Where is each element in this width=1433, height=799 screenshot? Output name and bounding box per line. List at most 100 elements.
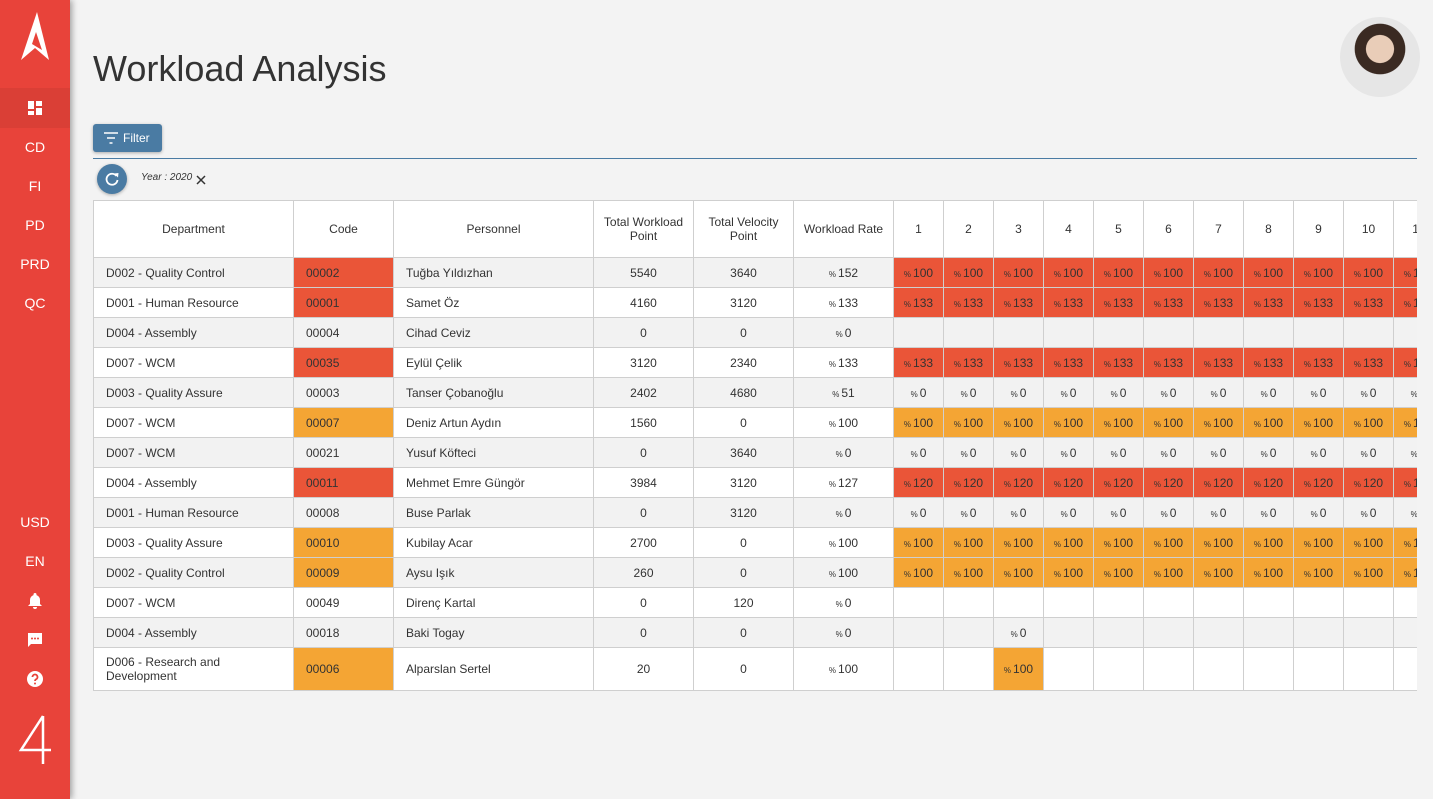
percent-sign: % [1253, 299, 1262, 309]
nav-item[interactable]: FI [28, 178, 42, 194]
column-header: Code [293, 200, 394, 258]
week-cell: %133 [1143, 287, 1194, 318]
week-cell: %0 [1393, 497, 1417, 528]
week-cell: %100 [1243, 257, 1294, 288]
percent-sign: % [1103, 569, 1112, 579]
percent-sign: % [1053, 359, 1062, 369]
table-row: D007 - WCM 00035 Eylül Çelik 3120 2340% 133% 1… [93, 347, 1417, 378]
percent-sign: % [1160, 449, 1168, 459]
week-value: 0 [1169, 445, 1177, 460]
week-value: 100 [1013, 565, 1034, 580]
week-value: 0 [1319, 505, 1327, 520]
week-value: 100 [1263, 535, 1284, 550]
rate-cell: % 0 [793, 617, 894, 648]
week-value: 0 [1219, 505, 1227, 520]
personnel-cell: Tuğba Yıldızhan [393, 257, 594, 288]
rate-value: 0 [844, 505, 852, 520]
week-value: 0 [1219, 445, 1227, 460]
week-value: 133 [1363, 355, 1384, 370]
week-cell [1093, 647, 1144, 691]
user-avatar[interactable] [1340, 17, 1420, 97]
percent-sign: % [1303, 359, 1312, 369]
percent-sign: % [828, 539, 837, 549]
percent-sign: % [953, 479, 962, 489]
table-row: D004 - Assembly 00011 Mehmet Emre Güngör 39… [93, 467, 1417, 498]
week-cell: %0 [1043, 437, 1094, 468]
week-value: 100 [1013, 662, 1034, 676]
department-cell: D004 - Assembly [93, 317, 294, 348]
nav-item[interactable]: PD [25, 217, 45, 233]
week-value: 133 [1363, 295, 1384, 310]
week-value: 120 [1213, 475, 1234, 490]
week-cell: %100 [1143, 527, 1194, 558]
chip-remove[interactable] [195, 174, 207, 186]
nav-item[interactable]: CD [24, 139, 46, 155]
refresh-button[interactable] [97, 164, 127, 194]
code-cell: 00018 [293, 617, 394, 648]
week-cell: %0 [1393, 377, 1417, 408]
rate-value: 133 [838, 295, 859, 310]
week-value: 120 [913, 475, 934, 490]
week-value: 0 [919, 445, 927, 460]
week-cell: %0 [993, 497, 1044, 528]
week-cell: %0 [893, 497, 944, 528]
code-cell: 00001 [293, 287, 394, 318]
percent-sign: % [832, 389, 840, 399]
table-row: D003 - Quality Assure 00003 Tanser Çobanoğ… [93, 377, 1417, 408]
week-value: 100 [1363, 535, 1384, 550]
personnel-cell: Yusuf Köfteci [393, 437, 594, 468]
week-header: 5 [1093, 200, 1144, 258]
nav-item[interactable]: QC [24, 295, 46, 311]
week-cell: %100 [1193, 527, 1244, 558]
week-cell: %133 [1093, 287, 1144, 318]
workload-cell: 0 [593, 617, 694, 648]
week-cell: %120 [1293, 467, 1344, 498]
week-cell: %100 [1143, 257, 1194, 288]
week-value: 100 [1363, 415, 1384, 430]
week-cell [1293, 317, 1344, 348]
help-icon[interactable] [25, 669, 45, 689]
week-cell [893, 647, 944, 691]
week-cell [1043, 647, 1094, 691]
personnel-cell: Mehmet Emre Güngör [393, 467, 594, 498]
table-row: D007 - WCM 00007 Deniz Artun Aydın 1560 0% 10… [93, 407, 1417, 438]
chat-icon[interactable] [25, 630, 45, 650]
department-cell: D004 - Assembly [93, 467, 294, 498]
nav-item[interactable]: EN [25, 553, 45, 569]
percent-sign: % [1303, 569, 1312, 579]
week-cell: %100 [943, 557, 994, 588]
filter-chip: Year : 2020 [141, 172, 193, 183]
week-cell [1343, 317, 1394, 348]
bell-icon[interactable] [25, 591, 45, 611]
velocity-cell: 3640 [693, 437, 794, 468]
week-cell [943, 587, 994, 618]
week-cell: %133 [993, 287, 1044, 318]
week-cell [943, 317, 994, 348]
rate-value: 127 [838, 475, 859, 490]
workload-cell: 5540 [593, 257, 694, 288]
percent-sign: % [1160, 389, 1168, 399]
week-value: 0 [1069, 505, 1077, 520]
week-value: 100 [1013, 265, 1034, 280]
rate-value: 100 [838, 662, 859, 676]
department-cell: D004 - Assembly [93, 617, 294, 648]
active-nav[interactable] [0, 88, 70, 128]
filter-button[interactable]: Filter [93, 124, 162, 152]
code-cell: 00003 [293, 377, 394, 408]
percent-sign: % [960, 509, 968, 519]
week-cell [1143, 617, 1194, 648]
personnel-cell: Tanser Çobanoğlu [393, 377, 594, 408]
table-row: D002 - Quality Control 00002 Tuğba Yıldızh… [93, 257, 1417, 288]
nav-item[interactable]: PRD [20, 256, 50, 272]
week-cell: %0 [1043, 377, 1094, 408]
week-value: 100 [963, 565, 984, 580]
rate-value: 0 [844, 445, 852, 460]
nav-item[interactable]: USD [20, 514, 50, 530]
week-cell: %133 [1143, 347, 1194, 378]
percent-sign: % [1103, 299, 1112, 309]
week-cell: %0 [1093, 437, 1144, 468]
week-cell: %120 [1193, 467, 1244, 498]
percent-sign: % [1411, 390, 1417, 399]
rate-cell: % 100 [793, 527, 894, 558]
percent-sign: % [1360, 449, 1368, 459]
